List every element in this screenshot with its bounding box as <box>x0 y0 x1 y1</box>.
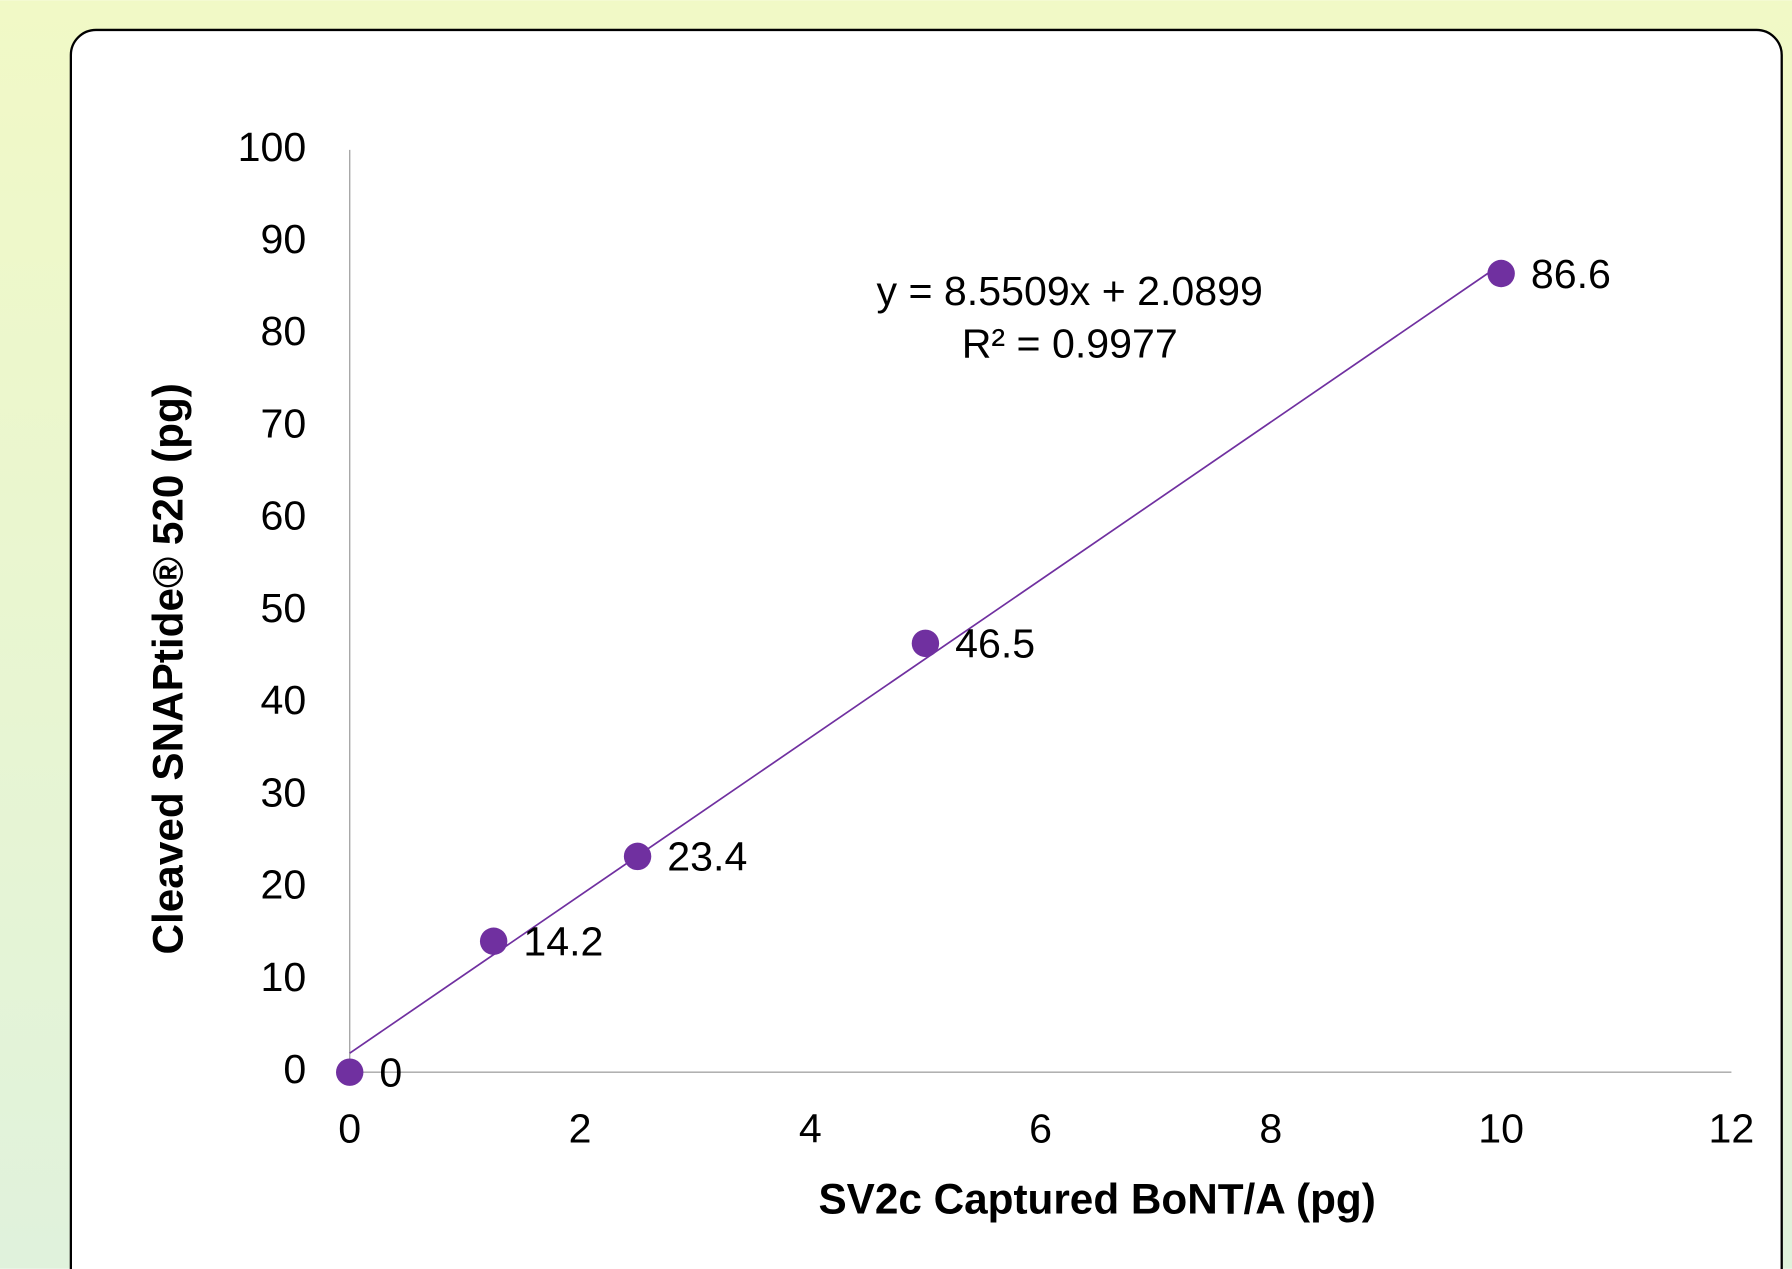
data-label: 46.5 <box>955 621 1035 667</box>
plot-area: 0 10 20 30 40 50 60 70 80 90 100 0 2 4 6 8 10 12 0 14.2 23.4… <box>238 124 1755 1152</box>
x-tick-label: 0 <box>338 1106 361 1152</box>
data-point <box>479 927 508 955</box>
data-label: 86.6 <box>1531 251 1611 297</box>
y-tick-label: 100 <box>238 124 307 170</box>
trendline-equation: R² = 0.9977 <box>962 320 1178 366</box>
x-tick-label: 4 <box>799 1106 822 1152</box>
data-label: 14.2 <box>523 919 603 965</box>
data-point <box>623 842 652 871</box>
trendline-equation: y = 8.5509x + 2.0899 <box>876 268 1262 314</box>
y-tick-label: 40 <box>261 677 307 723</box>
y-tick-label: 60 <box>261 493 307 539</box>
trendline <box>349 263 1502 1054</box>
y-tick-label: 0 <box>283 1046 306 1092</box>
data-label: 23.4 <box>667 834 747 880</box>
x-axis-title: SV2c Captured BoNT/A (pg) <box>818 1176 1375 1223</box>
data-label: 0 <box>379 1050 402 1096</box>
data-point <box>911 629 940 658</box>
y-tick-label: 20 <box>261 862 307 908</box>
x-tick-label: 12 <box>1709 1106 1755 1152</box>
data-point <box>336 1058 364 1086</box>
x-tick-label: 8 <box>1259 1106 1282 1152</box>
x-tick-label: 10 <box>1478 1106 1524 1152</box>
y-tick-label: 70 <box>261 400 307 446</box>
y-tick-label: 90 <box>261 216 307 262</box>
x-tick-label: 2 <box>569 1106 592 1152</box>
y-axis-title: Cleaved SNAPtide® 520 (pg) <box>145 383 192 954</box>
y-tick-label: 50 <box>261 585 307 631</box>
x-tick-label: 6 <box>1029 1106 1052 1152</box>
y-tick-label: 80 <box>261 308 307 354</box>
data-point <box>1487 259 1515 288</box>
y-tick-label: 10 <box>261 954 307 1000</box>
y-tick-label: 30 <box>261 769 307 815</box>
